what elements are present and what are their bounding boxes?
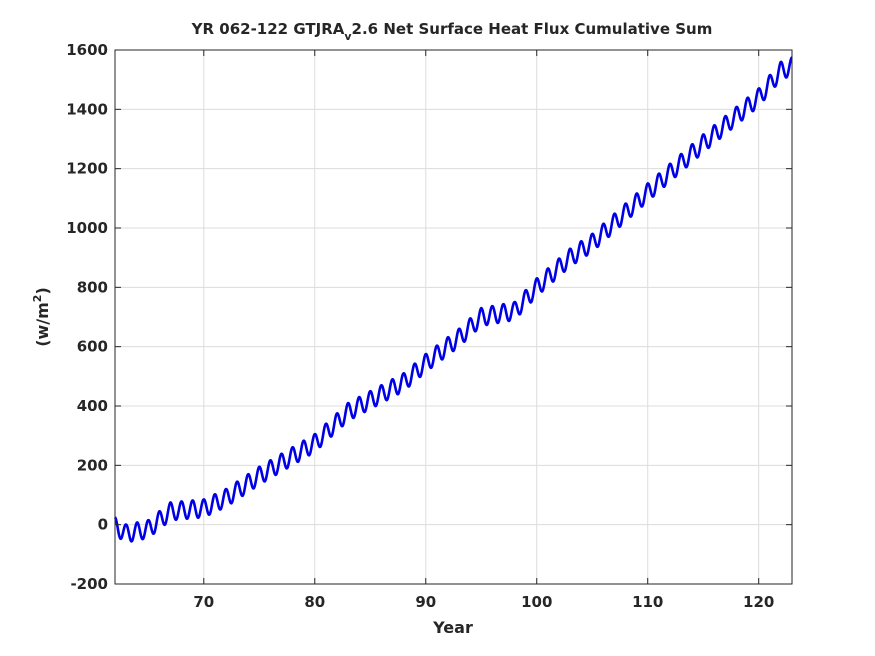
x-tick-label: 110: [632, 593, 663, 611]
y-tick-label: 600: [77, 338, 108, 356]
y-axis-label: (w/m2): [31, 287, 52, 347]
plot-frame: [114, 49, 793, 585]
y-tick-label: 200: [77, 456, 108, 474]
y-axis-label-prefix: (w/m: [33, 302, 52, 347]
chart-title: YR 062-122 GTJRAv2.6 Net Surface Heat Fl…: [191, 20, 713, 43]
y-tick-label: 0: [98, 516, 108, 534]
y-tick-label: -200: [70, 575, 108, 593]
chart-title-suffix: 2.6 Net Surface Heat Flux Cumulative Sum: [352, 20, 713, 38]
y-tick-label: 1600: [66, 41, 108, 59]
x-tick-label: 120: [743, 593, 774, 611]
x-axis-label: Year: [432, 618, 473, 637]
y-tick-label: 1000: [66, 219, 108, 237]
axis-ticks: 70 80 90 100 110 120 -200 0 200 400 600 800 1000 1200…: [66, 41, 792, 611]
y-axis-label-superscript: 2: [31, 295, 44, 303]
data-series: [113, 56, 794, 543]
series-line: [113, 56, 794, 543]
x-tick-label: 70: [193, 593, 214, 611]
y-tick-label: 400: [77, 397, 108, 415]
y-tick-label: 1400: [66, 100, 108, 118]
y-axis-label-suffix: ): [33, 287, 52, 294]
chart-title-subscript: v: [344, 30, 352, 43]
x-tick-label: 90: [415, 593, 436, 611]
x-tick-label: 100: [521, 593, 552, 611]
chart-title-prefix: YR 062-122 GTJRA: [191, 20, 345, 38]
x-tick-label: 80: [304, 593, 325, 611]
grid-lines: [115, 49, 792, 585]
y-tick-label: 800: [77, 278, 108, 296]
y-tick-label: 1200: [66, 160, 108, 178]
